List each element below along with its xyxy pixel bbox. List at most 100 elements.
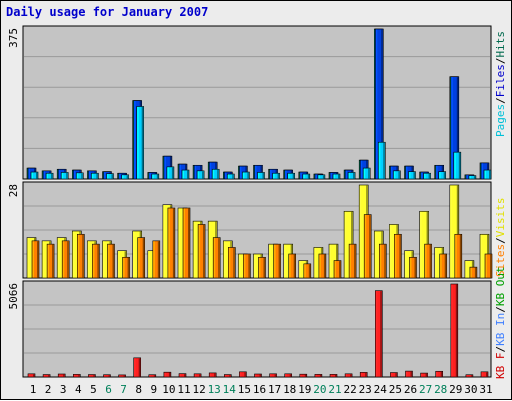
pages-bar bbox=[362, 167, 371, 180]
kb-f-bar bbox=[208, 372, 217, 378]
pages-bar bbox=[60, 172, 69, 180]
sites-bar bbox=[152, 240, 161, 279]
sites-bar bbox=[77, 233, 85, 279]
sites-bar bbox=[31, 240, 40, 279]
x-tick-label: 6 bbox=[105, 383, 112, 396]
x-tick-label: 9 bbox=[150, 383, 157, 396]
pages-bar bbox=[483, 169, 492, 180]
pages-bar bbox=[453, 151, 462, 180]
sites-bar bbox=[303, 263, 312, 279]
x-tick-label: 12 bbox=[192, 383, 205, 396]
pages-bar bbox=[91, 172, 99, 180]
kbytes-max-label: 5066 bbox=[7, 283, 20, 310]
sites-bar bbox=[409, 256, 417, 279]
x-tick-label: 15 bbox=[238, 383, 251, 396]
kb-f-bar bbox=[73, 374, 81, 378]
kb-f-bar bbox=[193, 373, 202, 378]
pages-bar bbox=[347, 172, 356, 180]
sites-bar bbox=[378, 243, 387, 279]
legend-pages: Pages bbox=[494, 104, 507, 137]
kb-f-bar bbox=[314, 374, 323, 378]
pages-bar bbox=[151, 173, 160, 180]
pages-bar bbox=[106, 173, 114, 180]
sites-bar bbox=[212, 237, 221, 279]
legend-sites: Sites bbox=[494, 244, 507, 277]
sites-bar bbox=[394, 233, 402, 279]
pages-bar bbox=[302, 173, 311, 180]
legend-hits: Hits bbox=[494, 31, 507, 58]
sites-bar bbox=[484, 253, 493, 279]
pages-bar bbox=[408, 171, 416, 180]
kb-f-bar bbox=[178, 373, 187, 378]
sites-bar bbox=[92, 243, 100, 279]
pages-bar bbox=[332, 173, 341, 180]
sites-bar bbox=[469, 266, 478, 279]
x-tick-label: 2 bbox=[45, 383, 52, 396]
kb-f-bar bbox=[118, 374, 126, 378]
legend-sep: / bbox=[494, 346, 507, 353]
pages-bar bbox=[317, 174, 326, 180]
pages-bar bbox=[227, 173, 235, 180]
sites-bar bbox=[333, 260, 342, 279]
x-tick-label: 10 bbox=[162, 383, 175, 396]
kb-f-bar bbox=[163, 371, 172, 378]
pages-bar bbox=[196, 170, 205, 180]
x-tick-label: 19 bbox=[298, 383, 311, 396]
kb-f-bar bbox=[224, 374, 232, 378]
x-tick-label: 30 bbox=[464, 383, 477, 396]
pages-bar bbox=[76, 172, 84, 180]
x-tick-label: 18 bbox=[283, 383, 296, 396]
hits-max-label: 375 bbox=[7, 28, 20, 48]
sites-bar bbox=[288, 253, 297, 279]
hits-panel-legend: Pages/Files/Hits bbox=[494, 31, 507, 137]
legend-kb-in: KB In bbox=[494, 313, 507, 346]
kb-f-bar bbox=[269, 373, 277, 378]
x-tick-label: 29 bbox=[449, 383, 462, 396]
x-tick-label: 28 bbox=[434, 383, 447, 396]
x-tick-label: 21 bbox=[328, 383, 341, 396]
visits-panel-legend: Sites/Visits bbox=[494, 198, 507, 278]
kb-f-bar bbox=[329, 374, 338, 378]
sites-bar bbox=[363, 214, 372, 279]
sites-bar bbox=[258, 256, 266, 279]
pages-bar bbox=[257, 172, 265, 180]
x-tick-label: 17 bbox=[268, 383, 281, 396]
kb-f-bar bbox=[148, 374, 157, 378]
x-tick-label: 20 bbox=[313, 383, 326, 396]
kb-f-bar bbox=[299, 373, 308, 378]
pages-bar bbox=[393, 170, 401, 180]
legend-sep: / bbox=[494, 306, 507, 313]
pages-bar bbox=[136, 106, 144, 180]
kb-f-bar bbox=[480, 371, 489, 378]
pages-bar bbox=[166, 166, 175, 180]
sites-bar bbox=[46, 243, 55, 279]
sites-bar bbox=[243, 253, 251, 279]
pages-bar bbox=[30, 171, 39, 180]
pages-bar bbox=[287, 172, 296, 180]
kb-f-bar bbox=[390, 372, 398, 378]
x-tick-label: 13 bbox=[208, 383, 221, 396]
x-tick-label: 24 bbox=[374, 383, 388, 396]
pages-bar bbox=[468, 175, 477, 180]
x-tick-label: 16 bbox=[253, 383, 266, 396]
kb-f-bar bbox=[239, 371, 247, 378]
sites-bar bbox=[122, 256, 130, 279]
kb-f-bar bbox=[103, 374, 111, 378]
x-tick-label: 7 bbox=[120, 383, 127, 396]
legend-sep: / bbox=[494, 58, 507, 65]
kbytes-panel-legend: KB F/KB In/KB Out bbox=[494, 266, 507, 379]
x-tick-label: 31 bbox=[479, 383, 492, 396]
x-tick-label: 22 bbox=[343, 383, 356, 396]
kb-f-bar bbox=[42, 374, 51, 378]
x-tick-label: 14 bbox=[223, 383, 237, 396]
pages-bar bbox=[423, 172, 431, 180]
kb-f-bar bbox=[133, 357, 141, 378]
kb-f-bar bbox=[420, 372, 428, 378]
sites-bar bbox=[439, 253, 448, 279]
legend-sep: / bbox=[494, 237, 507, 244]
x-tick-label: 26 bbox=[404, 383, 417, 396]
x-tick-label: 1 bbox=[30, 383, 37, 396]
sites-bar bbox=[318, 253, 327, 279]
sites-bar bbox=[107, 243, 115, 279]
pages-bar bbox=[272, 172, 280, 180]
